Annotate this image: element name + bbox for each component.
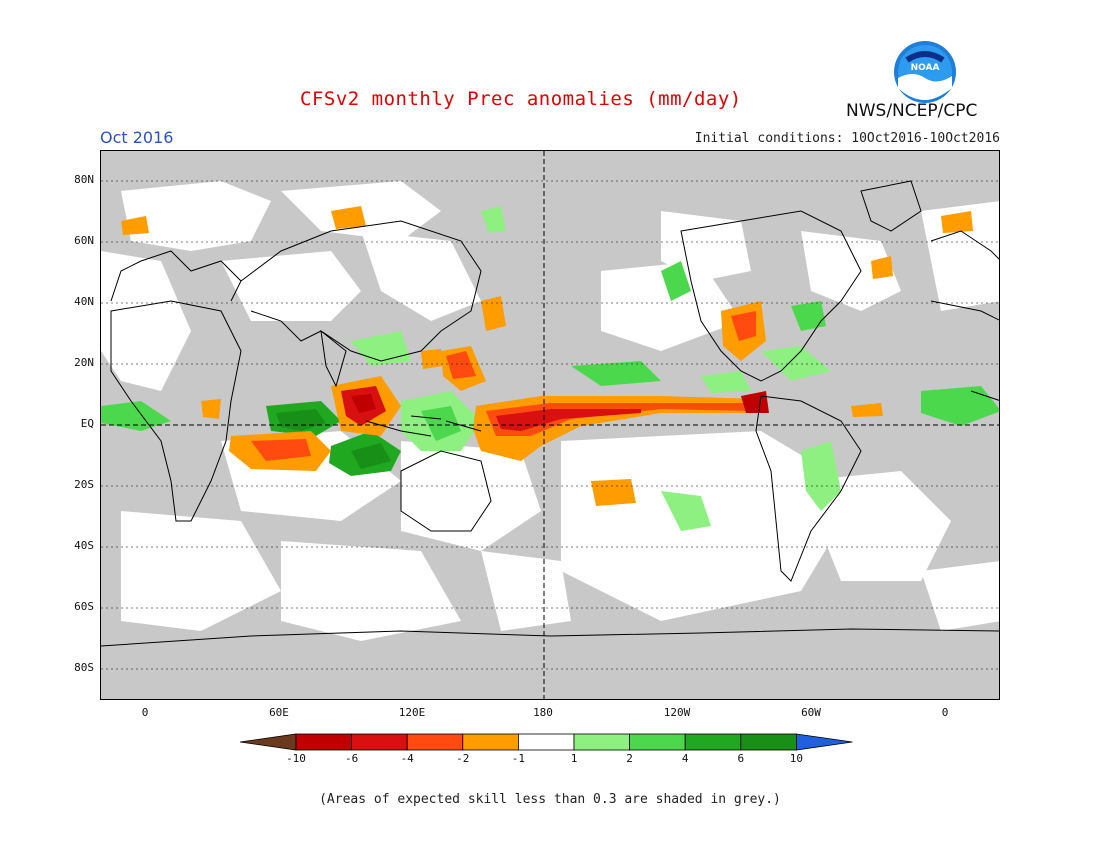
lat-label: EQ [80, 417, 94, 430]
svg-text:NOAA: NOAA [911, 63, 940, 73]
colorbar-label: -1 [511, 752, 526, 765]
colorbar-swatch [517, 733, 575, 751]
lon-label: 120E [398, 706, 426, 719]
lat-label: 20N [74, 356, 94, 369]
colorbar-arrow-low [240, 733, 297, 751]
lon-label: 0 [141, 706, 149, 719]
lat-label: 80S [74, 661, 94, 674]
lon-label: 180 [533, 706, 553, 719]
agency-label: NWS/NCEP/CPC [846, 101, 978, 121]
colorbar-label: -10 [286, 752, 306, 765]
colorbar-label: 10 [789, 752, 804, 765]
lon-label: 60W [801, 706, 821, 719]
colorbar-label: -2 [456, 752, 470, 765]
colorbar-label: 1 [570, 752, 578, 765]
colorbar-swatch [295, 733, 352, 751]
lon-label: 60E [269, 706, 289, 719]
lat-label: 60S [74, 600, 94, 613]
colorbar-swatch [684, 733, 742, 751]
skill-footnote: (Areas of expected skill less than 0.3 a… [319, 792, 781, 807]
dry-anomaly-areas [121, 206, 973, 506]
colorbar [240, 733, 853, 751]
lat-label: 60N [74, 234, 94, 247]
lon-label: 120W [663, 706, 691, 719]
colorbar-label: 6 [737, 752, 745, 765]
lon-label: 0 [941, 706, 949, 719]
lat-label: 40N [74, 295, 94, 308]
colorbar-swatch [573, 733, 630, 751]
lat-label: 80N [74, 173, 94, 186]
colorbar-swatch [740, 733, 797, 751]
lat-label: 40S [74, 539, 94, 552]
initial-conditions: Initial conditions: 10Oct2016-10Oct2016 [694, 131, 1000, 146]
lat-label: 20S [74, 478, 94, 491]
forecast-month: Oct 2016 [100, 128, 174, 147]
precip-anomaly-map [100, 150, 1000, 700]
colorbar-swatch [629, 733, 686, 751]
map-title: CFSv2 monthly Prec anomalies (mm/day) [300, 88, 742, 110]
colorbar-label: -6 [344, 752, 359, 765]
noaa-logo: NOAA [894, 41, 956, 103]
colorbar-swatch [351, 733, 408, 751]
colorbar-label: 4 [681, 752, 689, 765]
graticule [101, 180, 999, 670]
colorbar-arrow-high [796, 733, 853, 751]
colorbar-swatch [462, 733, 519, 751]
colorbar-label: 2 [626, 752, 633, 765]
colorbar-label: -4 [400, 752, 414, 765]
coastlines [101, 180, 999, 647]
colorbar-swatch [406, 733, 464, 751]
